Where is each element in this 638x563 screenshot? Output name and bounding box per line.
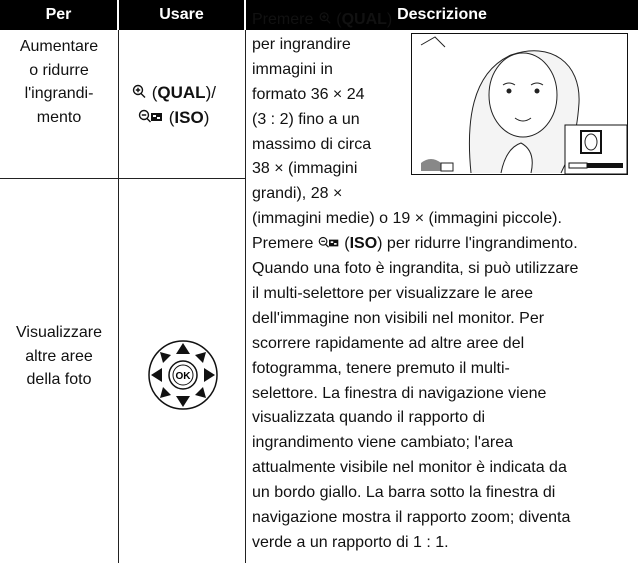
svg-text:OK: OK	[176, 371, 192, 382]
text: (	[168, 108, 175, 127]
description-line: 38 × (immagini	[252, 160, 358, 178]
text: )/	[205, 83, 216, 102]
description-line: (3 : 2) fino a un	[252, 110, 360, 128]
zoom-in-icon	[132, 84, 146, 98]
description-line: navigazione mostra il rapporto zoom; div…	[252, 509, 571, 526]
usare-line: (ISO)	[138, 108, 209, 128]
description-line: immagini in	[252, 60, 333, 78]
description-line: formato 36 × 24	[252, 85, 365, 103]
text: )	[203, 108, 210, 127]
zoom-in-icon	[319, 12, 331, 24]
description-line: selettore. La finestra di navigazione vi…	[252, 384, 547, 402]
description-line: dell'immagine non visibili nel monitor. …	[252, 309, 545, 327]
description-line: verde a un rapporto di 1 : 1.	[252, 533, 449, 551]
description-line: il multi-selettore per visualizzare le a…	[252, 284, 533, 302]
text: Premere	[252, 235, 314, 253]
text: )	[386, 11, 393, 28]
description-line: scorrere rapidamente ad altre aree del	[252, 334, 525, 352]
header-cell: Usare	[119, 0, 244, 30]
description-line: ingrandimento viene cambiato; l'area	[252, 434, 513, 452]
row-divider	[0, 178, 245, 179]
description-line: grandi), 28 ×	[252, 185, 343, 203]
multi-selector-icon: OK	[148, 340, 218, 410]
zoom-out-icon	[318, 237, 339, 248]
description-line: un bordo giallo. La barra sotto la fines…	[252, 484, 556, 502]
description-line: attualmente visibile nel monitor è indic…	[252, 459, 567, 477]
text: (	[344, 235, 350, 253]
per-line: della foto	[26, 371, 92, 388]
description-line: Premere (QUAL)	[252, 10, 392, 30]
per-line: mento	[36, 108, 82, 126]
description-line: fotogramma, tenere premuto il multi-	[252, 359, 510, 377]
per-line: Aumentare	[19, 38, 99, 55]
column-divider	[118, 30, 119, 563]
zoom-out-icon	[138, 109, 162, 123]
text: (	[336, 11, 342, 28]
text: ISO	[174, 108, 204, 127]
text: QUAL	[157, 83, 206, 102]
header-cell: Per	[0, 0, 117, 30]
description-line: per ingrandire	[252, 35, 351, 53]
per-line: o ridurre	[29, 61, 89, 79]
zoom-illustration	[411, 33, 628, 175]
text: QUAL	[341, 11, 387, 28]
text: Premere	[252, 11, 314, 28]
description-line: (immagini medie) o 19 × (immagini piccol…	[252, 210, 562, 228]
description-line: Premere (ISO) per ridurre l'ingrandiment…	[252, 234, 578, 254]
usare-line: (QUAL)/	[131, 83, 216, 103]
description-line: visualizzata quando il rapporto di	[252, 409, 486, 427]
per-line: altre aree	[25, 347, 93, 365]
description-line: massimo di circa	[252, 135, 372, 153]
description-line: Quando una foto è ingrandita, si può uti…	[252, 260, 579, 277]
column-divider	[245, 30, 246, 563]
per-line: Visualizzare	[16, 324, 102, 341]
header-cell: Descrizione	[246, 0, 638, 30]
text: ISO	[349, 235, 378, 253]
per-line: l'ingrandi-	[24, 85, 94, 102]
text: ) per ridurre l'ingrandimento.	[377, 235, 578, 253]
text: (	[151, 83, 158, 102]
